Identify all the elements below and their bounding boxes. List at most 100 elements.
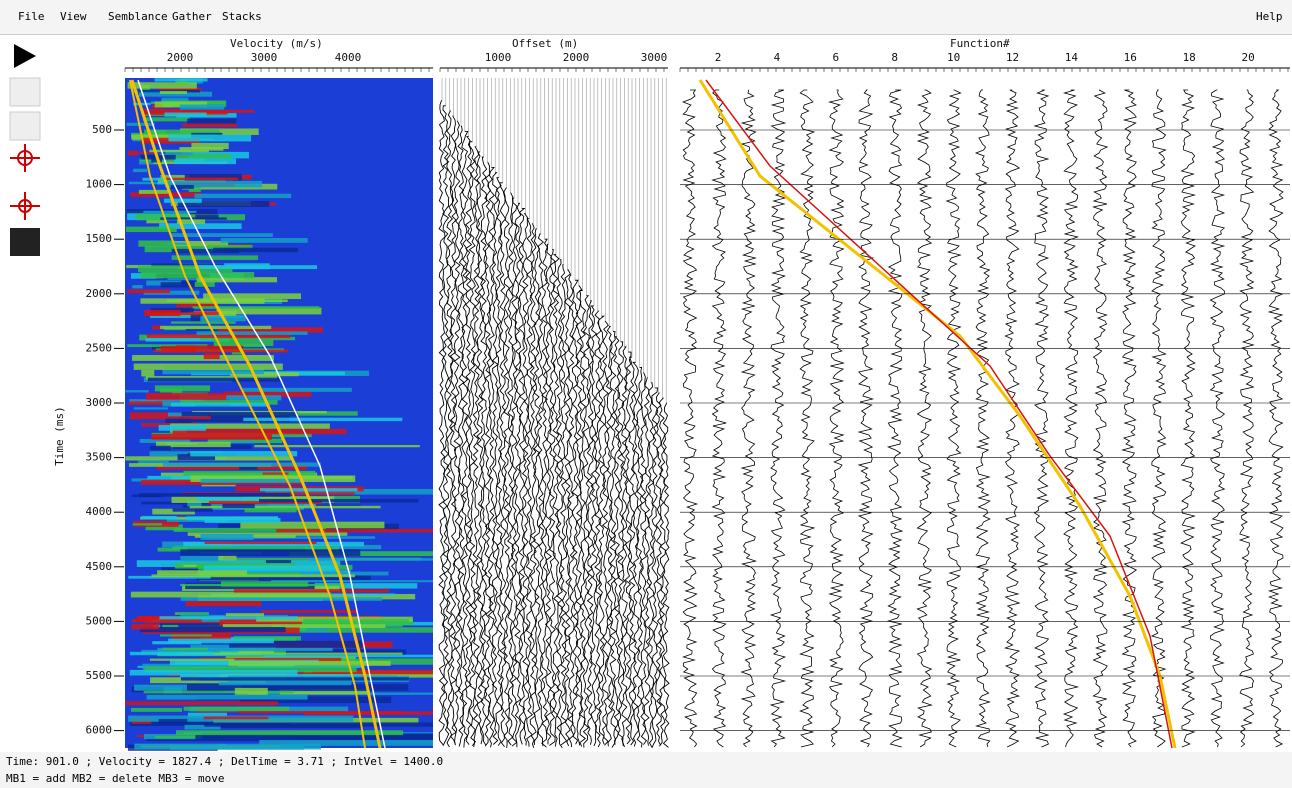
time-tick-label: 2000 <box>86 287 113 300</box>
tool-button[interactable] <box>9 111 41 141</box>
semblance-streak <box>159 223 242 229</box>
function-tick-label: 10 <box>947 51 960 64</box>
semblance-streak <box>127 150 139 156</box>
semblance-streak <box>174 612 209 616</box>
trace-wiggle <box>472 146 480 747</box>
semblance-streak <box>243 417 403 422</box>
velocity-tick-label: 3000 <box>251 51 278 64</box>
semblance-streak <box>203 565 337 571</box>
semblance-streak <box>176 300 216 308</box>
trace-wiggle <box>582 295 590 748</box>
menu-item[interactable]: File <box>18 10 45 23</box>
semblance-streak <box>190 314 203 322</box>
semblance-streak <box>203 353 220 360</box>
semblance-streak <box>177 454 216 461</box>
semblance-streak <box>167 242 190 245</box>
semblance-streak <box>223 391 312 398</box>
semblance-streak <box>145 393 227 400</box>
time-tick-label: 5000 <box>86 614 113 627</box>
trace-wiggle <box>514 202 522 748</box>
trace-wiggle <box>1238 89 1255 748</box>
semblance-streak <box>171 248 240 253</box>
semblance-streak <box>216 307 322 315</box>
function-tick-label: 2 <box>715 51 722 64</box>
trace-wiggle <box>548 249 556 746</box>
semblance-streak <box>149 451 223 457</box>
semblance-streak <box>153 349 289 353</box>
semblance-streak <box>131 494 163 498</box>
semblance-streak <box>151 574 355 578</box>
semblance-streak <box>175 79 189 85</box>
semblance-streak <box>262 472 289 475</box>
semblance-streak <box>279 689 370 695</box>
trace-wiggle <box>594 310 602 748</box>
trace-wiggle <box>525 218 534 747</box>
menu-help[interactable]: Help <box>1256 10 1283 23</box>
semblance-streak <box>170 402 270 407</box>
semblance-streak <box>138 189 168 194</box>
semblance-streak <box>162 369 264 375</box>
trace-wiggle <box>1209 89 1226 748</box>
tool-button[interactable] <box>9 77 41 107</box>
semblance-streak <box>125 390 149 393</box>
semblance-streak <box>265 627 433 633</box>
trace-wiggle <box>483 161 492 747</box>
semblance-streak <box>222 624 386 628</box>
semblance-streak <box>187 712 228 718</box>
trace-wiggle <box>662 402 670 748</box>
trace-wiggle <box>464 136 473 745</box>
semblance-streak <box>127 289 171 294</box>
semblance-streak <box>138 493 291 497</box>
crosshair-tool[interactable] <box>10 144 40 172</box>
menu-item[interactable]: View <box>60 10 87 23</box>
trace-wiggle <box>651 387 659 749</box>
move-tool[interactable] <box>10 192 40 220</box>
semblance-streak <box>195 214 219 219</box>
menu-item[interactable]: Stacks <box>222 10 262 23</box>
semblance-streak <box>138 240 175 247</box>
semblance-streak <box>144 311 219 316</box>
semblance-streak <box>145 524 183 531</box>
trace-wiggle <box>857 89 875 748</box>
semblance-streak <box>218 681 352 686</box>
semblance-streak <box>164 180 263 188</box>
velocity-curve <box>129 79 366 749</box>
semblance-streak <box>139 627 286 633</box>
semblance-streak <box>140 158 205 162</box>
menu-item[interactable]: Gather <box>172 10 212 23</box>
semblance-streak <box>194 265 318 270</box>
semblance-streak <box>162 624 179 629</box>
trace-wiggle <box>480 156 488 746</box>
semblance-streak <box>192 306 320 309</box>
trace-wiggle <box>491 172 499 745</box>
tool-button[interactable] <box>10 228 40 256</box>
semblance-streak <box>195 734 433 741</box>
semblance-streak <box>265 560 292 564</box>
semblance-streak <box>144 666 357 673</box>
semblance-streak <box>207 244 253 250</box>
semblance-streak <box>143 690 294 694</box>
semblance-streak <box>194 193 292 199</box>
status-bar: Time: 901.0 ; Velocity = 1827.4 ; DelTim… <box>0 752 1292 788</box>
semblance-streak <box>165 150 193 156</box>
semblance-streak <box>151 263 225 267</box>
semblance-streak <box>151 433 272 440</box>
semblance-streak <box>276 528 433 533</box>
trace-wiggle <box>799 89 816 748</box>
semblance-streak <box>219 571 389 576</box>
trace-wiggle <box>916 89 933 748</box>
semblance-streak <box>229 640 363 648</box>
play-button[interactable] <box>14 44 36 68</box>
semblance-streak <box>171 649 407 656</box>
semblance-streak <box>131 618 202 623</box>
semblance-streak <box>308 558 433 561</box>
menu-item[interactable]: Semblance <box>108 10 168 23</box>
function-background <box>680 78 1290 748</box>
semblance-streak <box>141 649 220 654</box>
moveout-curve <box>698 79 1177 749</box>
trace-wiggle <box>1062 89 1080 748</box>
trace-wiggle <box>453 120 461 746</box>
semblance-streak <box>183 706 290 711</box>
semblance-streak <box>175 730 404 736</box>
semblance-streak <box>168 638 274 644</box>
